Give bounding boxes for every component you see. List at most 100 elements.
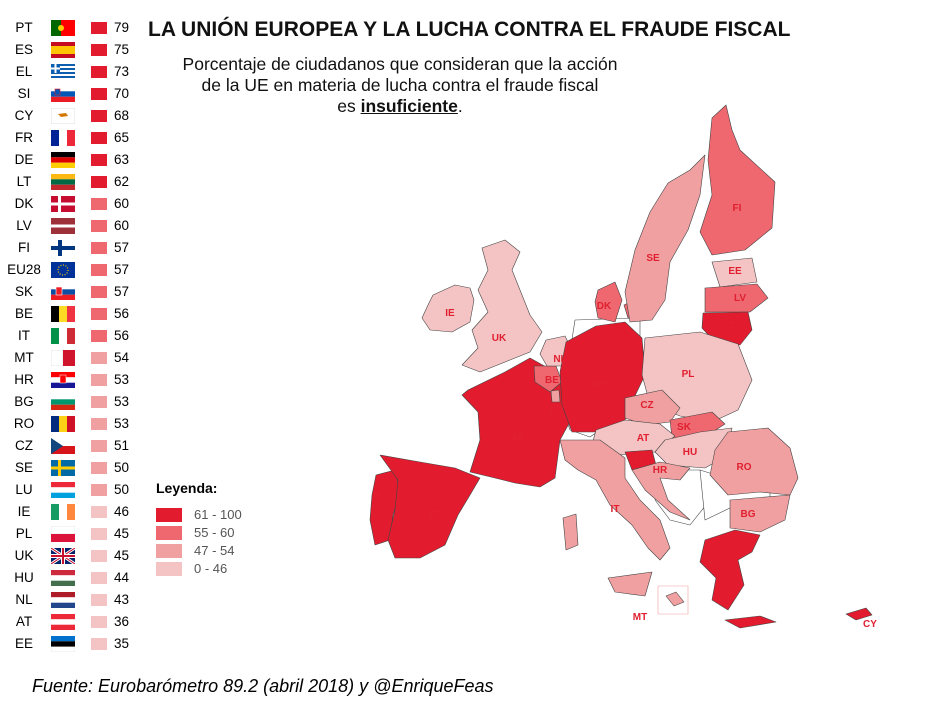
country-code: RO: [13, 416, 35, 431]
country-code: BG: [14, 394, 34, 409]
value-swatch: [91, 462, 107, 474]
country-code: SK: [14, 284, 33, 299]
country-code: MT: [14, 350, 34, 365]
map-label-cz: CZ: [640, 400, 653, 411]
country-value: 53: [114, 394, 130, 409]
subtitle-line-1: Porcentaje de ciudadanos que consideran …: [182, 54, 618, 74]
country-code: HR: [14, 372, 34, 387]
region-it: [562, 513, 579, 551]
map-label-nl: NL: [553, 354, 566, 365]
ranking-row-lt: LT 62: [0, 172, 140, 192]
map-label-hr: HR: [653, 465, 668, 476]
country-value: 65: [114, 130, 130, 145]
map-label-lu: LU: [550, 406, 563, 417]
ranking-row-si: SI 70: [0, 84, 140, 104]
ranking-row-cz: CZ 51: [0, 436, 140, 456]
value-swatch: [91, 66, 107, 78]
region-es: [379, 454, 481, 559]
map-label-se: SE: [646, 253, 660, 264]
ranking-row-fr: FR 65: [0, 128, 140, 148]
subtitle-line-3: es insuficiente.: [150, 96, 650, 117]
country-code: HU: [14, 570, 34, 585]
europe-choropleth-map: IE UK NL BE LU FR PT ES DE DK SE FI EE LV LT PL CZ SK AT HU…: [369, 104, 878, 630]
legend-swatch: [156, 508, 182, 522]
map-label-uk: UK: [492, 333, 507, 344]
flag-pt-icon: [51, 20, 75, 36]
region-it: [559, 439, 671, 561]
flag-sk-icon: [51, 284, 75, 300]
country-value: 43: [114, 592, 130, 607]
map-label-group: IE UK NL BE LU FR PT ES DE DK SE FI EE LV LT PL CZ SK AT HU…: [375, 203, 878, 630]
value-swatch: [91, 22, 107, 34]
region-uk: [461, 239, 543, 373]
map-label-pl: PL: [682, 369, 695, 380]
map-label-be: BE: [545, 375, 559, 386]
country-value: 35: [114, 636, 130, 651]
region-fr: [461, 357, 573, 488]
flag-pl-icon: [51, 526, 75, 542]
country-value: 51: [114, 438, 130, 453]
flag-dk-icon: [51, 196, 75, 212]
subtitle-line-3-post: .: [457, 96, 463, 116]
country-code: SI: [17, 86, 31, 101]
map-label-lv: LV: [734, 293, 746, 304]
country-code: LV: [16, 218, 32, 233]
value-swatch: [91, 528, 107, 540]
map-label-lt: LT: [724, 321, 735, 332]
legend-label: 61 - 100: [194, 507, 242, 522]
ranking-row-lv: LV 60: [0, 216, 140, 236]
flag-it-icon: [51, 328, 75, 344]
country-value: 53: [114, 372, 130, 387]
country-code: CY: [14, 108, 34, 123]
flag-fr-icon: [51, 130, 75, 146]
value-swatch: [91, 484, 107, 496]
value-swatch: [91, 550, 107, 562]
country-value: 57: [114, 284, 130, 299]
ranking-row-nl: NL 43: [0, 590, 140, 610]
ranking-row-el: EL 73: [0, 62, 140, 82]
country-value: 50: [114, 460, 130, 475]
subtitle-line-3-pre: es: [337, 96, 356, 116]
flag-fi-icon: [51, 240, 75, 256]
map-label-fr: FR: [512, 433, 526, 444]
country-code: PT: [15, 20, 33, 35]
flag-be-icon: [51, 306, 75, 322]
subtitle-line-2: de la UE en materia de lucha contra el f…: [201, 75, 599, 95]
value-swatch: [91, 88, 107, 100]
value-swatch: [91, 638, 107, 650]
value-swatch: [91, 264, 107, 276]
country-value: 53: [114, 416, 130, 431]
legend-item: 55 - 60: [156, 524, 286, 542]
country-value: 79: [114, 20, 130, 35]
flag-at-icon: [51, 614, 75, 630]
country-value: 73: [114, 64, 130, 79]
country-code: EL: [15, 64, 33, 79]
map-label-el: EL: [708, 556, 721, 567]
value-swatch: [91, 110, 107, 122]
map-label-it: IT: [611, 504, 620, 515]
region-ie: [421, 284, 475, 333]
flag-ie-icon: [51, 504, 75, 520]
flag-ro-icon: [51, 416, 75, 432]
value-swatch: [91, 176, 107, 188]
subtitle-emphasis: insuficiente: [360, 96, 458, 116]
map-label-ro: RO: [737, 462, 752, 473]
ranking-row-mt: MT 54: [0, 348, 140, 368]
ranking-row-sk: SK 57: [0, 282, 140, 302]
map-label-dk: DK: [597, 301, 612, 312]
region-ro: [709, 427, 799, 496]
country-value: 62: [114, 174, 130, 189]
flag-hu-icon: [51, 570, 75, 586]
value-swatch: [91, 286, 107, 298]
ranking-row-at: AT 36: [0, 612, 140, 632]
value-swatch: [91, 374, 107, 386]
region-it: [607, 571, 653, 597]
ranking-row-se: SE 50: [0, 458, 140, 478]
map-label-pt: PT: [375, 490, 388, 501]
page-title: LA UNIÓN EUROPEA Y LA LUCHA CONTRA EL FR…: [148, 18, 791, 41]
flag-lt-icon: [51, 174, 75, 190]
flag-bg-icon: [51, 394, 75, 410]
ranking-row-hr: HR 53: [0, 370, 140, 390]
ranking-row-de: DE 63: [0, 150, 140, 170]
flag-cy-icon: [51, 108, 75, 124]
